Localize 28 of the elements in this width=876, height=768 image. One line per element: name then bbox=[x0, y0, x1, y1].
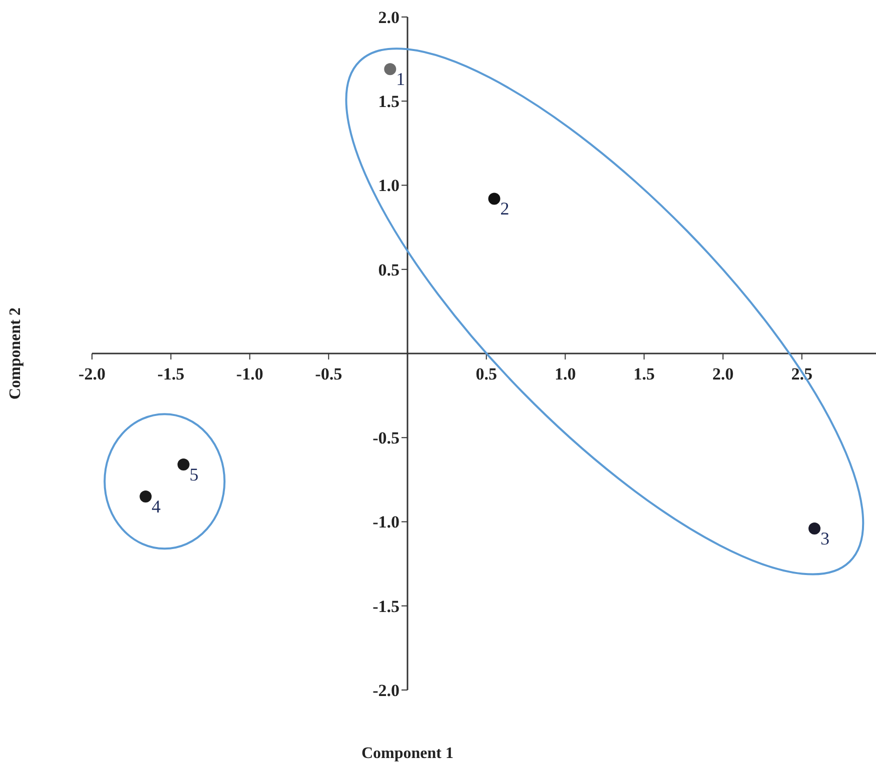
point bbox=[140, 490, 152, 503]
y-tick-label: 2.0 bbox=[378, 8, 400, 27]
annotation: 2 bbox=[500, 198, 510, 219]
point bbox=[488, 192, 500, 205]
y-tick-label: 0.5 bbox=[378, 260, 400, 280]
annotation: 5 bbox=[189, 464, 198, 485]
y-tick-label: -2.0 bbox=[372, 680, 400, 700]
x-tick-label: 0.5 bbox=[476, 364, 497, 384]
y-tick-label: 1.0 bbox=[378, 176, 400, 196]
annotation: 4 bbox=[152, 496, 161, 517]
y-tick-label: -1.0 bbox=[372, 512, 400, 532]
x-tick-label: 1.0 bbox=[554, 364, 576, 384]
annotation: 1 bbox=[396, 69, 406, 90]
point bbox=[384, 63, 396, 76]
x-tick-label: 1.5 bbox=[633, 364, 655, 384]
x-tick-label: -2.0 bbox=[78, 364, 106, 384]
y-tick-label: 1.5 bbox=[378, 92, 400, 112]
x-tick-label: -1.5 bbox=[157, 364, 184, 384]
x-tick-label: 2.0 bbox=[712, 364, 734, 384]
x-axis-title: Component 1 bbox=[361, 745, 454, 762]
point bbox=[177, 458, 190, 471]
x-tick-label: -1.0 bbox=[236, 364, 264, 384]
annotation: 3 bbox=[820, 528, 830, 548]
y-tick-label: -1.5 bbox=[372, 596, 400, 616]
y-tick-label: -0.5 bbox=[372, 428, 400, 448]
point bbox=[808, 522, 820, 534]
x-tick-label: -0.5 bbox=[315, 364, 342, 384]
y-axis-title: Component 2 bbox=[7, 307, 24, 400]
